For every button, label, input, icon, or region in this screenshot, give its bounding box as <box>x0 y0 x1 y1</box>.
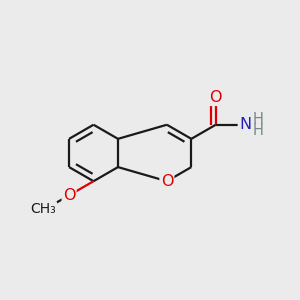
Text: O: O <box>63 188 75 203</box>
Text: O: O <box>209 90 222 105</box>
Text: N: N <box>239 117 251 132</box>
Text: H: H <box>253 112 263 127</box>
Text: O: O <box>160 174 173 189</box>
Text: CH₃: CH₃ <box>30 202 56 216</box>
Text: H: H <box>253 123 263 138</box>
